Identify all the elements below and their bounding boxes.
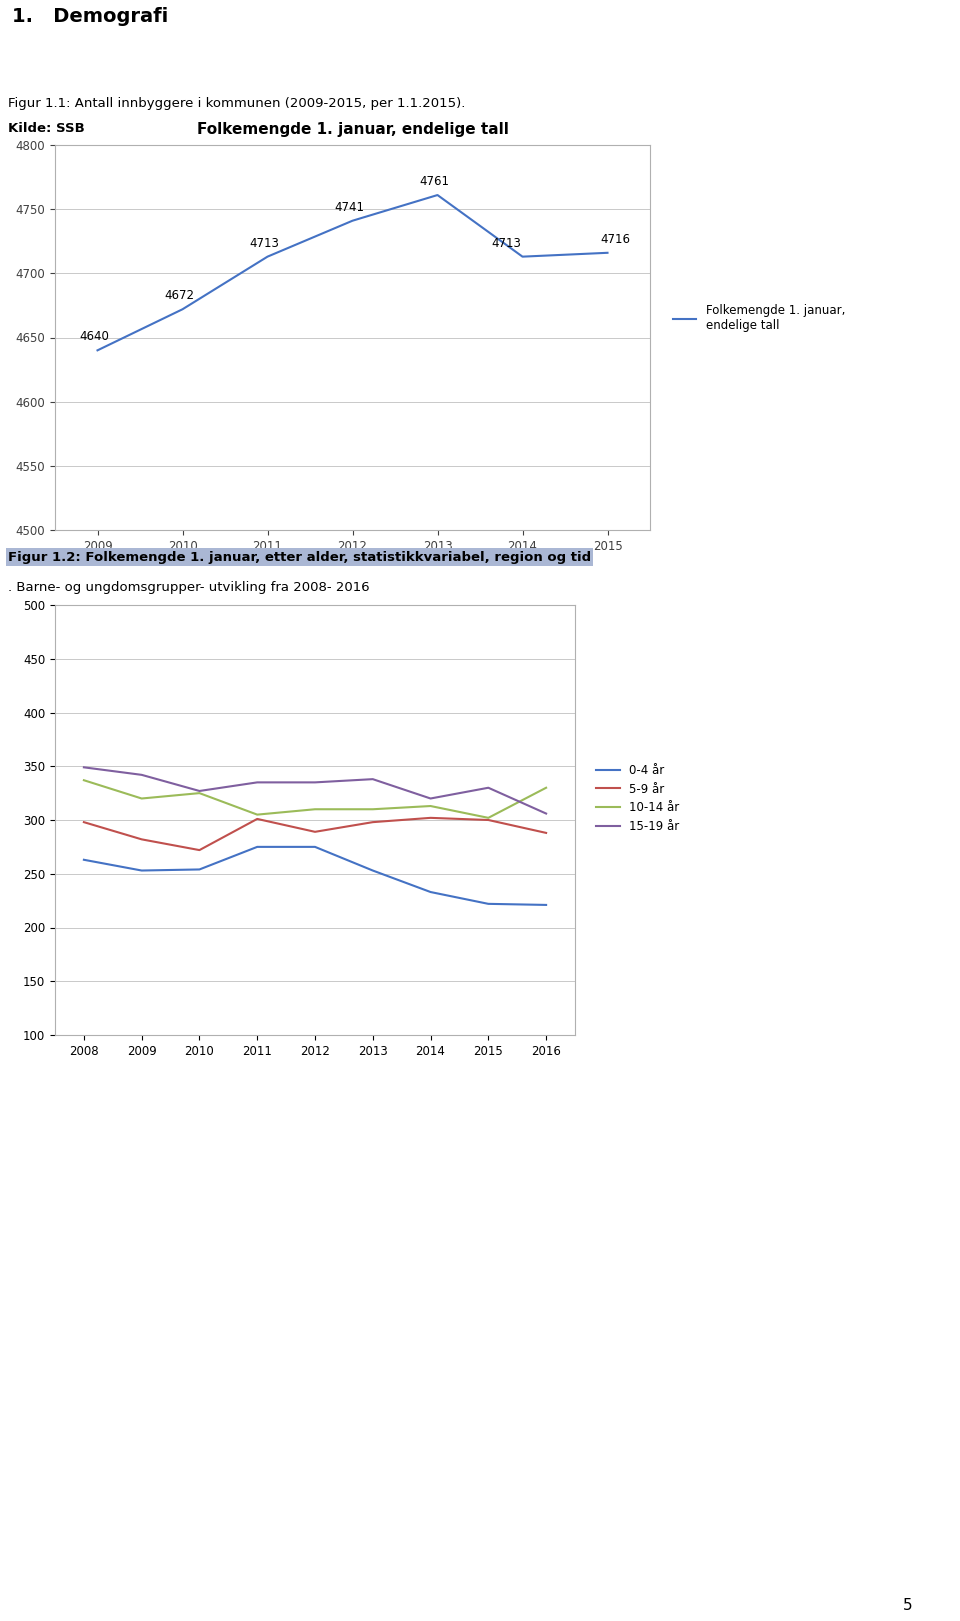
Text: Figur 1.2: Folkemengde 1. januar, etter alder, statistikkvariabel, region og tid: Figur 1.2: Folkemengde 1. januar, etter … [8, 551, 590, 564]
Text: 4640: 4640 [80, 331, 109, 344]
Text: 4672: 4672 [165, 289, 195, 303]
Text: Figur 1.1: Antall innbyggere i kommunen (2009-2015, per 1.1.2015).: Figur 1.1: Antall innbyggere i kommunen … [8, 97, 465, 110]
Text: . Barne- og ungdomsgrupper- utvikling fra 2008- 2016: . Barne- og ungdomsgrupper- utvikling fr… [8, 580, 370, 593]
Text: 4716: 4716 [601, 233, 631, 246]
Title: Folkemengde 1. januar, endelige tall: Folkemengde 1. januar, endelige tall [197, 122, 509, 136]
Legend: 0-4 år, 5-9 år, 10-14 år, 15-19 år: 0-4 år, 5-9 år, 10-14 år, 15-19 år [591, 759, 684, 838]
Text: 5: 5 [902, 1598, 912, 1613]
Text: 4761: 4761 [420, 175, 449, 188]
Text: 4713: 4713 [250, 237, 279, 250]
Text: 1.   Demografi: 1. Demografi [12, 6, 168, 26]
Text: 4713: 4713 [491, 237, 520, 250]
Text: Kilde: SSB: Kilde: SSB [8, 123, 84, 136]
Legend: Folkemengde 1. januar,
endelige tall: Folkemengde 1. januar, endelige tall [668, 300, 850, 337]
Text: 4741: 4741 [335, 201, 365, 214]
